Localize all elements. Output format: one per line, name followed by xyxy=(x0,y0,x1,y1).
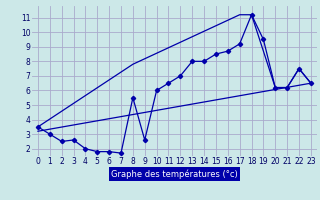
X-axis label: Graphe des températures (°c): Graphe des températures (°c) xyxy=(111,169,238,179)
